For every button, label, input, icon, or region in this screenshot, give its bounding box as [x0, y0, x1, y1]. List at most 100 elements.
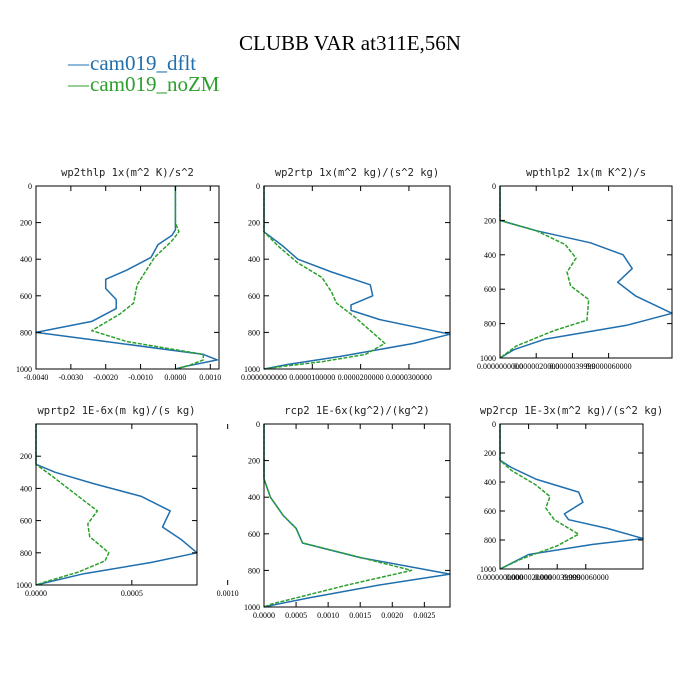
panel-6-xtick-label: 0.0000000000: [477, 573, 523, 582]
panel-1-xtick-label: 0.0010: [199, 373, 221, 382]
legend-label-noZM: cam019_noZM: [90, 72, 220, 96]
panel-3-xtick-label: 0.0000060000: [586, 362, 632, 371]
panel-1: wp2thlp 1x(m^2 K)/s^202004006008001000-0…: [16, 167, 221, 382]
panel-6-ytick-label: 0: [492, 420, 496, 429]
panel-4-ytick-label: 800: [20, 549, 32, 558]
panel-6-frame: [499, 423, 644, 570]
panel-3-title: wpthlp2 1x(m K^2)/s: [526, 167, 646, 179]
panel-5: rcp2 1E-6x(kg^2)/(kg^2) 0 200 400 600 800 1000…: [244, 405, 451, 620]
panel-6-series-dflt: [499, 424, 644, 570]
panel-3: wpthlp2 1x(m K^2)/s020040060080010000.00…: [477, 167, 673, 371]
panel-5-xtick-label: 0.0000: [253, 611, 275, 620]
legend-marker-noZM-glyph: —: [67, 72, 90, 96]
panel-3-xtick-label: 0.0000000000: [477, 362, 523, 371]
panel-6-ytick-label: 600: [484, 507, 496, 516]
panel-3-ytick-label: 400: [484, 251, 496, 260]
panel-5-xtick-label: 0.0015: [349, 611, 371, 620]
panel-4-series-noZM: [35, 424, 110, 586]
panel-2-ytick-label: 200: [248, 219, 260, 228]
panel-6-series-noZM: [499, 424, 580, 570]
panel-5-xtick-label: 0.0025: [413, 611, 435, 620]
panel-1-title: wp2thlp 1x(m^2 K)/s^2: [61, 167, 194, 179]
panel-6-xtick-label: 0.0000060000: [563, 573, 609, 582]
panel-1-ytick-label: 400: [20, 255, 32, 264]
legend-marker-noZM: —: [67, 72, 90, 96]
panel-5-ytick-label: 0: [256, 420, 260, 429]
panel-4-series-dflt: [35, 424, 198, 586]
panel-3-ytick-label: 1000: [480, 354, 496, 363]
panel-5-ytick-label: 600: [248, 530, 260, 539]
panel-6: wp2rcp 1E-3x(m^2 kg)/(s^2 kg) 0 200 400 600 8…: [477, 405, 663, 582]
panel-1-frame: [35, 185, 220, 370]
panel-2-series-dflt: [263, 186, 451, 370]
panel-2-xtick-label: 0.0000300000: [386, 373, 432, 382]
legend-marker-dflt: —: [67, 51, 90, 75]
panel-2-ytick-label: 1000: [244, 365, 260, 374]
panel-1-ytick-label: 1000: [16, 365, 32, 374]
panel-5-xtick-label: 0.0020: [381, 611, 403, 620]
panel-1-xtick-label: 0.0000: [164, 373, 186, 382]
panel-1-ytick-label: 200: [20, 219, 32, 228]
panel-1-ytick-label: 800: [20, 328, 32, 337]
panel-2-xtick-label: 0.0000200000: [338, 373, 384, 382]
panel-1-ytick-label: 600: [20, 292, 32, 301]
panel-4: wprtp2 1E-6x(m kg)/(s kg) 200 400 600 800 100…: [16, 405, 239, 598]
panel-2-frame: [263, 185, 451, 370]
panel-2-xtick-label: 0.0000100000: [289, 373, 335, 382]
panel-6-ytick-label: 1000: [480, 565, 496, 574]
panel-4-frame: [35, 423, 198, 586]
panel-4-xtick-label: 0.0000: [25, 589, 47, 598]
panel-5-frame: [263, 423, 451, 608]
panel-6-ytick-label: 800: [484, 536, 496, 545]
panel-3-xtick-label: 0.0000039999: [549, 362, 595, 371]
panel-2-ytick-label: 0: [256, 182, 260, 191]
panel-6-xtick-label: 0.0000039999: [534, 573, 580, 582]
panel-1-xtick-label: -0.0020: [93, 373, 118, 382]
panels-group: wp2thlp 1x(m^2 K)/s^202004006008001000-0…: [16, 167, 673, 620]
panel-1-xtick-label: -0.0030: [59, 373, 84, 382]
panel-5-ytick-label: 800: [248, 566, 260, 575]
panel-2: wp2rtp 1x(m^2 kg)/(s^2 kg) 0 200 400 600 800 1…: [241, 167, 451, 382]
legend-label-dflt: cam019_dflt: [90, 51, 196, 75]
panel-1-series-noZM: [91, 186, 205, 370]
panel-5-ytick-label: 1000: [244, 603, 260, 612]
panel-4-ytick-label: 200: [20, 452, 32, 461]
panel-4-ytick-label: 1000: [16, 581, 32, 590]
panel-2-series-noZM: [263, 186, 386, 370]
panel-4-xtick-label: 0.0010: [217, 589, 239, 598]
panel-2-ytick-label: 600: [248, 292, 260, 301]
panel-4-xtick-label: 0.0005: [121, 589, 143, 598]
panel-3-ytick-label: 600: [484, 285, 496, 294]
panel-1-xtick-label: -0.0040: [24, 373, 49, 382]
panel-2-ytick-label: 400: [248, 255, 260, 264]
panel-3-frame: [499, 185, 673, 359]
panel-3-ytick-label: 800: [484, 320, 496, 329]
panel-4-ytick-label: 400: [20, 484, 32, 493]
panel-5-title: rcp2 1E-6x(kg^2)/(kg^2): [284, 405, 429, 417]
panel-3-xtick-label: 0.0000020000: [513, 362, 559, 371]
panel-2-xtick-label: 0.0000000000: [241, 373, 287, 382]
panel-6-ytick-label: 200: [484, 449, 496, 458]
panel-3-series-noZM: [499, 186, 590, 359]
panel-6-ytick-label: 400: [484, 478, 496, 487]
panel-1-xtick-label: -0.0010: [128, 373, 153, 382]
panel-3-ytick-label: 200: [484, 216, 496, 225]
panel-5-xtick-label: 0.0005: [285, 611, 307, 620]
panel-2-title: wp2rtp 1x(m^2 kg)/(s^2 kg): [275, 167, 439, 179]
panel-4-ytick-label: 600: [20, 517, 32, 526]
legend-marker-dflt-glyph: —: [67, 51, 90, 75]
panel-1-ytick-label: 0: [28, 182, 32, 191]
panel-2-ytick-label: 800: [248, 328, 260, 337]
panel-5-ytick-label: 200: [248, 457, 260, 466]
panel-1-series-dflt: [35, 186, 219, 370]
panel-5-series-noZM: [263, 424, 413, 608]
panel-3-ytick-label: 0: [492, 182, 496, 191]
panel-5-xtick-label: 0.0010: [317, 611, 339, 620]
panel-6-title: wp2rcp 1E-3x(m^2 kg)/(s^2 kg): [480, 405, 663, 417]
figure-title: CLUBB VAR at311E,56N: [239, 31, 461, 55]
panel-5-ytick-label: 400: [248, 493, 260, 502]
panel-6-xtick-label: 0.0000020000: [506, 573, 552, 582]
legend: — cam019_dflt — cam019_noZM: [67, 51, 220, 96]
